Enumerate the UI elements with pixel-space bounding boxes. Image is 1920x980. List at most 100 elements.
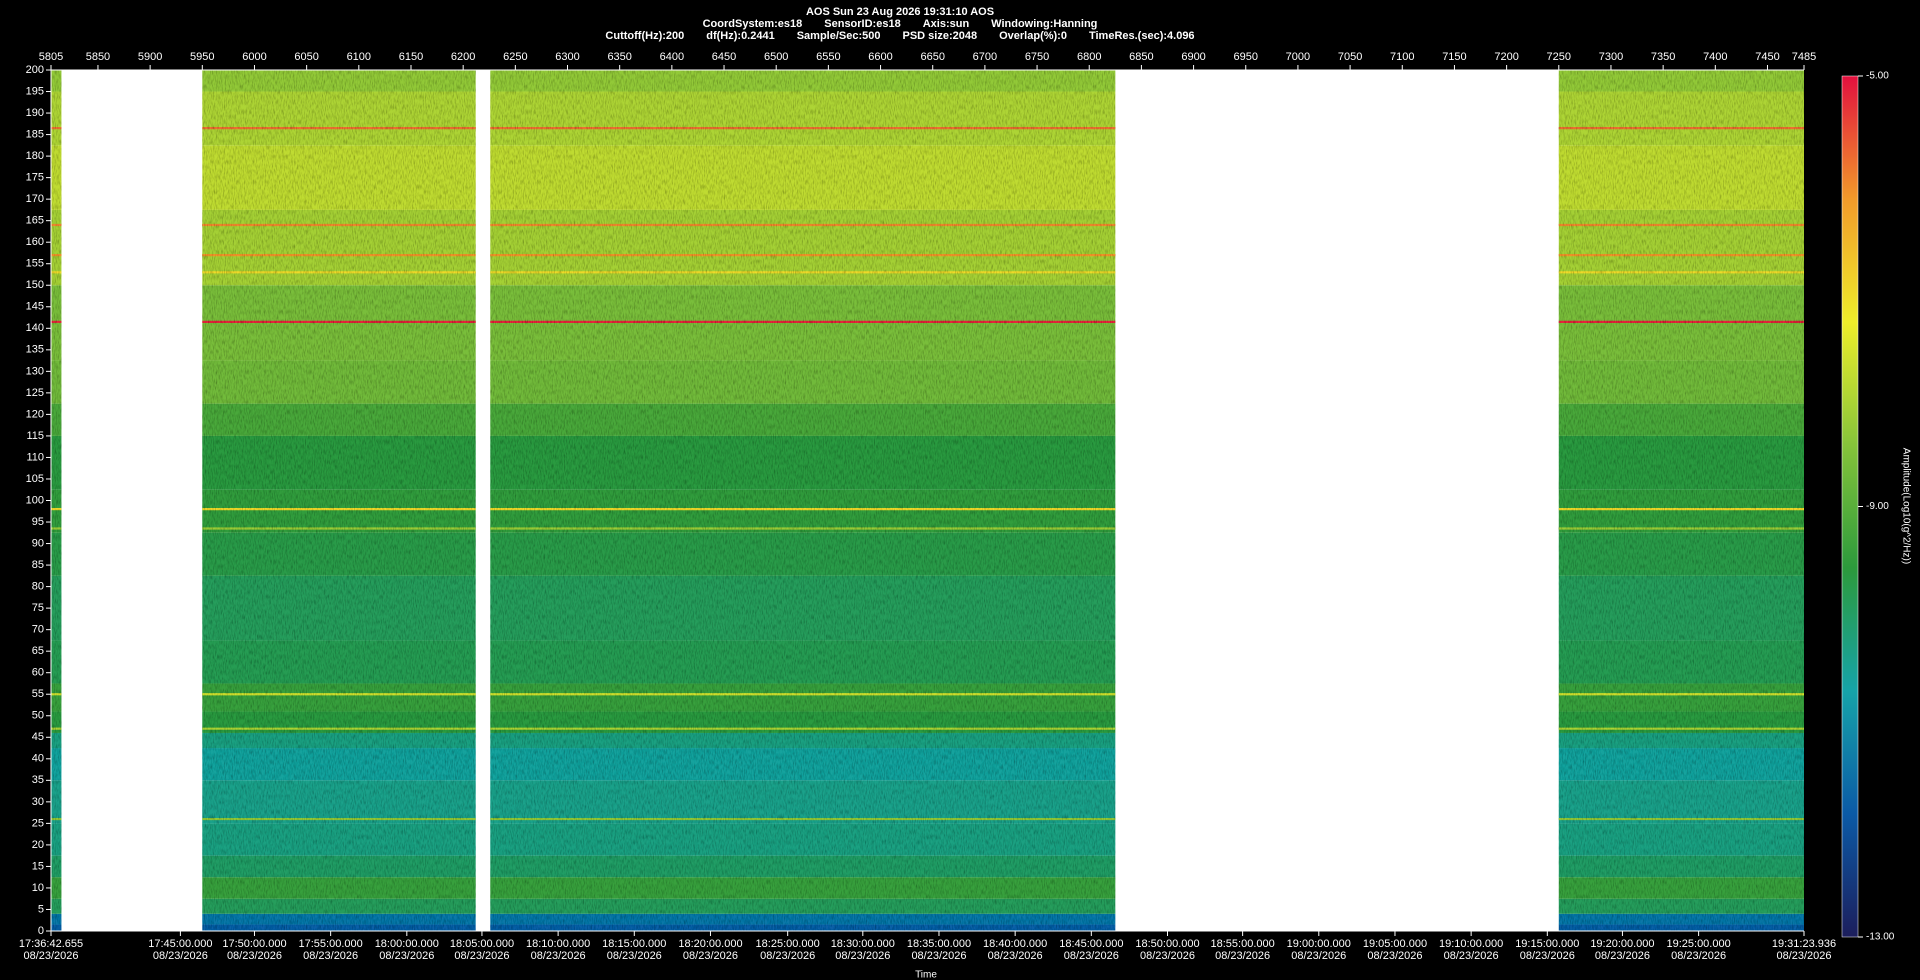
colorbar <box>1841 75 1859 938</box>
spectral-band <box>490 360 1116 404</box>
x2-tick-label: 18:15:00.000 <box>602 938 666 950</box>
spectral-band <box>1558 732 1804 749</box>
x-tick-label: 7100 <box>1390 51 1414 63</box>
x2-tick-label: 19:10:00.000 <box>1439 938 1503 950</box>
spectral-band <box>1558 683 1804 712</box>
spectral-band <box>51 91 62 146</box>
spectral-band <box>490 91 1116 146</box>
x2-tick-date: 08/23/2026 <box>1064 950 1119 962</box>
x-tick-label: 7150 <box>1442 51 1466 63</box>
colorbar-tick-label: -9.00 <box>1866 501 1889 512</box>
spectral-band <box>51 640 62 684</box>
x2-tick-label: 18:40:00.000 <box>983 938 1047 950</box>
x2-tick-date: 08/23/2026 <box>1595 950 1650 962</box>
x-tick-label: 6200 <box>451 51 475 63</box>
x2-tick-date: 08/23/2026 <box>835 950 890 962</box>
x2-tick-date: 08/23/2026 <box>1776 950 1831 962</box>
y-tick-label: 15 <box>32 860 44 872</box>
y-tick-label: 75 <box>32 602 44 614</box>
spectral-band <box>490 748 1116 781</box>
x2-tick-label: 19:00:00.000 <box>1287 938 1351 950</box>
x2-tick-date: 08/23/2026 <box>303 950 358 962</box>
x2-tick-date: 08/23/2026 <box>23 950 78 962</box>
x-tick-label: 6650 <box>920 51 944 63</box>
x2-tick-label: 19:15:00.000 <box>1515 938 1579 950</box>
x-tick-label: 6800 <box>1077 51 1101 63</box>
y-tick-label: 95 <box>32 516 44 528</box>
info-field: df(Hz):0.2441 <box>706 30 774 42</box>
y-tick-label: 0 <box>38 925 44 937</box>
x-tick-label: 6000 <box>242 51 266 63</box>
x-tick-label: 5950 <box>190 51 214 63</box>
x2-tick-label: 17:36:42.655 <box>19 938 83 950</box>
x-tick-label: 6750 <box>1025 51 1049 63</box>
spectral-band <box>490 823 1116 856</box>
x-tick-label: 7200 <box>1494 51 1518 63</box>
x2-tick-date: 08/23/2026 <box>379 950 434 962</box>
spectral-band <box>202 780 476 824</box>
spectral-band <box>202 145 476 210</box>
spectral-band <box>202 403 476 436</box>
y-tick-label: 195 <box>26 85 44 97</box>
y-tick-label: 180 <box>26 150 44 162</box>
spectral-band <box>202 683 476 712</box>
x2-tick-date: 08/23/2026 <box>1215 950 1270 962</box>
colorbar-label: Amplitude(Log10(g^2/Hz)) <box>1900 448 1911 564</box>
x-tick-label: 6050 <box>294 51 318 63</box>
y-tick-label: 175 <box>26 172 44 184</box>
x-tick-label: 6150 <box>399 51 423 63</box>
spectral-band <box>1558 898 1804 914</box>
x-tick-label: 6850 <box>1129 51 1153 63</box>
spectral-band <box>490 403 1116 436</box>
spectral-band <box>1558 823 1804 856</box>
y-tick-label: 80 <box>32 581 44 593</box>
spectral-band <box>51 732 62 749</box>
spectral-band <box>1558 145 1804 210</box>
y-tick-label: 160 <box>26 236 44 248</box>
x2-tick-label: 17:45:00.000 <box>148 938 212 950</box>
info-field: Axis:sun <box>923 18 970 30</box>
x-tick-label: 5850 <box>86 51 110 63</box>
x-tick-label: 7450 <box>1755 51 1779 63</box>
spectral-band <box>490 780 1116 824</box>
x2-tick-label: 18:30:00.000 <box>831 938 895 950</box>
spectral-band <box>1558 913 1804 925</box>
spectral-band <box>490 532 1116 576</box>
x-axis-label: Time <box>915 970 937 980</box>
y-tick-label: 25 <box>32 817 44 829</box>
spectral-band <box>1558 209 1804 286</box>
x2-tick-label: 19:31:23.936 <box>1772 938 1836 950</box>
spectral-band <box>51 898 62 914</box>
spectral-band <box>490 435 1116 490</box>
spectral-band <box>490 732 1116 749</box>
y-tick-label: 60 <box>32 667 44 679</box>
spectral-band <box>490 898 1116 914</box>
y-tick-label: 145 <box>26 301 44 313</box>
data-segment <box>51 70 62 931</box>
x-tick-label: 7485 <box>1792 51 1816 63</box>
spectral-band <box>1558 924 1804 931</box>
spectral-band <box>202 575 476 641</box>
spectral-band <box>490 924 1116 931</box>
spectral-band <box>51 780 62 824</box>
x-tick-label: 6450 <box>712 51 736 63</box>
spectral-band <box>51 489 62 533</box>
spectral-band <box>490 877 1116 899</box>
x2-tick-date: 08/23/2026 <box>531 950 586 962</box>
x2-tick-label: 18:35:00.000 <box>907 938 971 950</box>
y-tick-label: 100 <box>26 494 44 506</box>
spectral-band <box>51 683 62 712</box>
x-tick-label: 6500 <box>764 51 788 63</box>
spectral-band <box>202 898 476 914</box>
info-field: PSD size:2048 <box>903 30 978 42</box>
spectral-band <box>1558 877 1804 899</box>
y-tick-label: 5 <box>38 903 44 915</box>
spectral-band <box>202 732 476 749</box>
y-tick-label: 70 <box>32 624 44 636</box>
spectral-band <box>202 435 476 490</box>
x-tick-label: 6550 <box>816 51 840 63</box>
info-field: Windowing:Hanning <box>991 18 1097 30</box>
x2-tick-date: 08/23/2026 <box>1140 950 1195 962</box>
x-tick-label: 6700 <box>973 51 997 63</box>
